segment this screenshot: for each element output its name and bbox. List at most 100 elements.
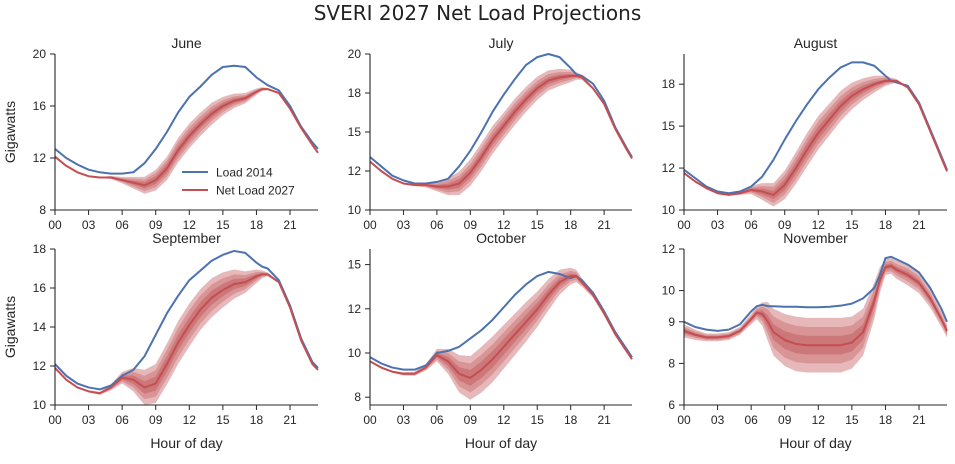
load-2014-line: [54, 249, 319, 391]
uncertainty-band-inner: [55, 273, 318, 394]
y-tick-label: 12: [662, 242, 676, 256]
x-tick-label: 00: [48, 218, 62, 232]
x-axis-label: Hour of day: [779, 435, 851, 451]
y-tick-label: 12: [33, 359, 47, 373]
x-tick-label: 21: [597, 218, 611, 232]
chart-panel-july: 00 03 06 09 12 15 18 21 10 12 15 18 20 July: [348, 35, 633, 232]
legend-label: Load 2014: [216, 166, 273, 180]
x-tick-label: 03: [82, 413, 96, 427]
x-tick-label: 15: [531, 413, 545, 427]
y-tick-label: 15: [662, 119, 676, 133]
x-tick-label: 21: [912, 413, 926, 427]
chart-panel-june: 00 03 06 09 12 15 18 21 8 12 16 20 June Gigawatts Load…: [2, 35, 319, 232]
x-tick-label: 21: [283, 413, 297, 427]
x-tick-label: 00: [48, 413, 62, 427]
x-tick-label: 12: [183, 218, 197, 232]
y-tick-label: 9: [668, 315, 675, 329]
net-load-2027-line: [683, 264, 948, 347]
y-tick-label: 20: [348, 47, 362, 61]
x-tick-label: 18: [564, 218, 578, 232]
x-tick-label: 15: [216, 413, 230, 427]
x-tick-label: 09: [149, 413, 163, 427]
uncertainty-band-inner: [684, 79, 947, 200]
panel-title: August: [794, 35, 838, 51]
panel-title: September: [152, 230, 221, 246]
x-tick-label: 15: [845, 413, 859, 427]
x-tick-label: 15: [845, 218, 859, 232]
uncertainty-band-outer: [370, 267, 632, 400]
y-tick-label: 15: [348, 125, 362, 139]
x-tick-label: 09: [464, 218, 478, 232]
chart-panel-september: 00 03 06 09 12 15 18 21 10 12 14 16 18 September Gigaw…: [2, 230, 319, 451]
uncertainty-band-inner: [684, 263, 947, 355]
y-tick-label: 16: [33, 99, 47, 113]
y-tick-label: 8: [668, 356, 675, 370]
panel-title: July: [489, 35, 514, 51]
x-tick-label: 18: [879, 413, 893, 427]
y-axis-label: Gigawatts: [2, 296, 18, 358]
x-tick-label: 18: [250, 413, 264, 427]
x-tick-label: 06: [115, 413, 129, 427]
x-tick-label: 21: [912, 218, 926, 232]
x-tick-label: 18: [879, 218, 893, 232]
load-2014-line: [683, 255, 948, 332]
x-tick-label: 00: [363, 218, 377, 232]
x-tick-label: 03: [397, 413, 411, 427]
x-axis-label: Hour of day: [150, 435, 222, 451]
y-tick-label: 10: [348, 346, 362, 360]
x-tick-label: 15: [216, 218, 230, 232]
x-tick-label: 09: [778, 413, 792, 427]
x-tick-label: 18: [564, 413, 578, 427]
panel-title: November: [783, 230, 848, 246]
panel-title: October: [476, 230, 526, 246]
y-tick-label: 12: [348, 302, 362, 316]
x-tick-label: 00: [677, 218, 691, 232]
legend: Load 2014 Net Load 2027: [182, 166, 295, 198]
load-2014-line: [369, 53, 633, 185]
y-tick-label: 12: [348, 164, 362, 178]
chart-panel-october: 00 03 06 09 12 15 18 21 8 10 12 15 October Hour of da…: [348, 230, 633, 451]
y-tick-label: 12: [662, 161, 676, 175]
y-tick-label: 18: [348, 86, 362, 100]
x-tick-label: 03: [82, 218, 96, 232]
load-2014-line: [54, 64, 319, 175]
y-tick-label: 6: [668, 398, 675, 412]
x-tick-label: 09: [149, 218, 163, 232]
x-tick-label: 06: [115, 218, 129, 232]
uncertainty-band-outer: [684, 258, 947, 373]
chart-panel-august: 00 03 06 09 12 15 18 21 10 12 15 18 August: [662, 35, 948, 232]
panel-title: June: [171, 35, 202, 51]
y-tick-label: 18: [662, 77, 676, 91]
net-load-2027-line: [54, 273, 319, 395]
x-axis-label: Hour of day: [465, 435, 537, 451]
x-tick-label: 09: [464, 413, 478, 427]
x-tick-label: 06: [430, 413, 444, 427]
net-load-2027-line: [369, 275, 633, 379]
y-tick-label: 8: [39, 203, 46, 217]
load-2014-line: [369, 270, 633, 371]
x-tick-label: 21: [283, 218, 297, 232]
y-tick-label: 8: [354, 390, 361, 404]
x-tick-label: 03: [711, 413, 725, 427]
x-tick-label: 12: [497, 413, 511, 427]
x-tick-label: 09: [778, 218, 792, 232]
x-tick-label: 03: [397, 218, 411, 232]
x-tick-label: 06: [430, 218, 444, 232]
x-tick-label: 00: [363, 413, 377, 427]
x-tick-label: 12: [497, 218, 511, 232]
x-tick-label: 06: [744, 413, 758, 427]
chart-panel-november: 00 03 06 09 12 15 18 21 6 8 9 10 12 November Hour of d…: [662, 230, 948, 451]
x-tick-label: 03: [711, 218, 725, 232]
y-tick-label: 16: [33, 281, 47, 295]
x-tick-label: 12: [183, 413, 197, 427]
y-tick-label: 14: [33, 320, 47, 334]
x-tick-label: 12: [812, 413, 826, 427]
x-tick-label: 21: [597, 413, 611, 427]
figure-title: SVERI 2027 Net Load Projections: [313, 1, 642, 25]
y-tick-label: 18: [33, 242, 47, 256]
x-tick-label: 15: [531, 218, 545, 232]
y-tick-label: 10: [662, 203, 676, 217]
net-load-2027-line: [369, 74, 633, 188]
